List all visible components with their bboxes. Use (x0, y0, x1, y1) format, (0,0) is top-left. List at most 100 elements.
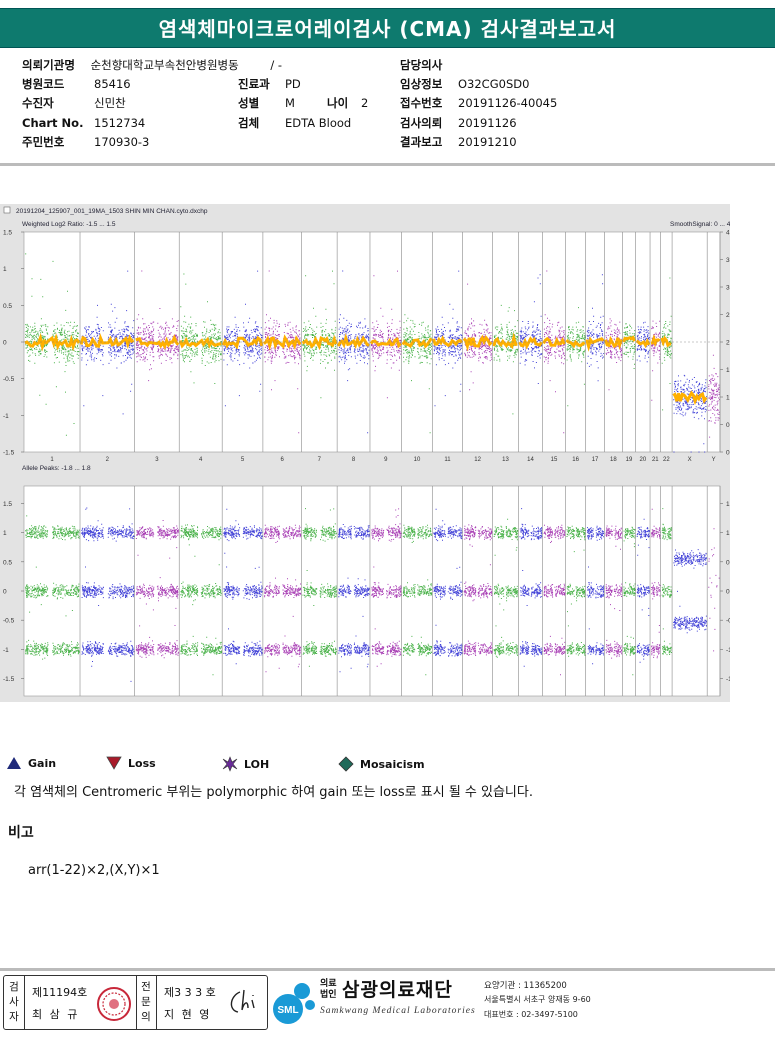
allele-peaks-chr-12 (463, 524, 493, 656)
allele-peaks-chr-Y (708, 528, 720, 652)
smooth-signal-chr-5 (221, 335, 264, 350)
allele-peaks-chr-17 (586, 525, 605, 665)
smooth-signal-chr-11 (431, 335, 463, 348)
allele-peaks-chr-19 (623, 526, 636, 676)
chromosome-label: 17 (592, 457, 599, 463)
allele-peaks-chr-2 (81, 507, 135, 682)
chromosome-label: Y (712, 457, 716, 463)
bottom-right-tick-label: 1 (726, 530, 730, 537)
allele-peaks-chr-5 (223, 508, 263, 665)
report-title: 염색체마이크로어레이검사 (CMA) 검사결과보고서 (0, 8, 775, 48)
chromosome-label: 20 (639, 457, 646, 463)
allele-peaks-chr-6 (264, 524, 302, 673)
top-panel-title: Weighted Log2 Ratio: -1.5 ... 1.5 (22, 221, 116, 228)
resident-no-row: 주민번호 170930-3 (22, 135, 150, 149)
top-left-tick-label: 0.5 (3, 303, 12, 310)
allele-peaks-chr-13 (493, 518, 519, 658)
patient-row: 수진자 신민찬 (22, 96, 126, 110)
specialist-name: 지 현 영 (164, 1008, 212, 1021)
smooth-signal-chr-17 (585, 336, 605, 352)
doctor-row: 담당의사 (400, 58, 443, 72)
top-right-tick-label: 3 (726, 285, 730, 292)
sml-logo-icon: SML (273, 983, 315, 1024)
header-divider (0, 163, 775, 166)
top-left-tick-label: -1 (3, 413, 9, 420)
top-right-tick-label: 1.5 (726, 367, 730, 374)
bottom-right-tick-label: 0.5 (726, 559, 730, 566)
department-row: 진료과 PD (238, 77, 301, 91)
top-right-tick-label: 3.5 (726, 257, 730, 264)
top-left-tick-label: -1.5 (3, 450, 15, 457)
org-english-name: Samkwang Medical Laboratories (320, 1006, 476, 1016)
diamond-icon (338, 756, 354, 772)
top-right-tick-label: 2 (726, 340, 730, 347)
smooth-signal-chr-3 (135, 334, 180, 350)
smooth-signal-chr-9 (369, 337, 402, 349)
centromere-note: 각 염색체의 Centromeric 부위는 polymorphic 하여 ga… (14, 785, 533, 800)
smooth-signal-chr-13 (492, 332, 518, 349)
log2-ratio-points-chr-15 (543, 270, 565, 434)
top-left-tick-label: 0 (3, 340, 7, 347)
top-left-tick-label: 1 (3, 266, 7, 273)
chromosome-label: 7 (318, 457, 322, 463)
chromosome-label: 16 (572, 457, 579, 463)
smooth-signal-chr-15 (542, 336, 566, 347)
bottom-right-tick-label: -1 (726, 647, 730, 654)
allele-peaks-chr-4 (180, 524, 223, 676)
legend-item-gain: Gain (6, 756, 56, 770)
chromosome-label: 3 (155, 457, 159, 463)
allele-peaks-chr-11 (433, 508, 463, 657)
bottom-left-tick-label: 1 (3, 530, 7, 537)
smooth-signal-chr-1 (24, 332, 81, 352)
top-left-tick-label: -0.5 (3, 376, 15, 383)
receipt-no-row: 접수번호 20191126-40045 (400, 96, 558, 110)
chromosome-label: 5 (241, 457, 245, 463)
chromosome-label: 6 (280, 457, 284, 463)
bottom-left-tick-label: -1 (3, 647, 9, 654)
hospital-code-row: 병원코드 85416 (22, 77, 131, 91)
org-name: 삼광의료재단 (342, 979, 453, 1001)
top-right-tick-label: 4 (726, 230, 730, 237)
org-code: 요양기관 : 11365200 (484, 981, 567, 991)
allele-peaks-chr-20 (636, 518, 650, 663)
bottom-right-tick-label: -0.5 (726, 618, 730, 625)
allele-peaks-chr-7 (302, 508, 338, 667)
request-date-row: 검사의뢰 20191126 (400, 116, 517, 130)
allele-peaks-chr-15 (543, 524, 566, 676)
org-address: 서울특별시 서초구 양재동 9-60 (484, 995, 591, 1004)
svg-text:SML: SML (277, 1005, 298, 1016)
allele-peaks-chr-9 (371, 508, 402, 667)
smooth-signal-chr-10 (401, 337, 433, 349)
top-panel-right-title: SmoothSignal: 0 ... 4 (670, 221, 730, 228)
smooth-signal-chr-19 (622, 335, 636, 343)
legend-item-mosaicism: Mosaicism (338, 756, 425, 772)
specimen-row: 검체 EDTA Blood (238, 116, 352, 130)
report-date-row: 결과보고 20191210 (400, 135, 517, 149)
legend-item-loh: LOH (222, 756, 269, 772)
tester-name: 최 삼 규 (32, 1008, 80, 1021)
bottom-left-tick-label: -0.5 (3, 618, 15, 625)
top-right-tick-label: 0.5 (726, 422, 730, 429)
smooth-signal-chr-2 (79, 333, 135, 349)
chromosome-label: 9 (384, 457, 388, 463)
clinical-info-row: 임상정보 O32CG0SD0 (400, 77, 530, 91)
smooth-signal-chr-22 (660, 335, 672, 348)
smooth-signal-chr-4 (178, 336, 222, 349)
allele-peaks-chr-X (673, 549, 708, 634)
smooth-signal-chr-14 (518, 336, 543, 350)
cma-chart: 20191204_125907_001_19MA_1503 SHIN MIN C… (0, 204, 738, 702)
chromosome-label: 11 (444, 457, 451, 463)
chromosome-label: 22 (663, 457, 670, 463)
allele-peaks-chr-8 (338, 524, 370, 673)
smooth-signal-chr-21 (650, 334, 661, 348)
tester-license: 제11194호 (32, 986, 88, 999)
allele-peaks-chr-10 (402, 524, 433, 676)
bottom-right-tick-label: 0 (726, 589, 730, 596)
smooth-signal-chr-X (672, 390, 708, 406)
org-phone: 대표번호 : 02-3497-5100 (484, 1010, 578, 1019)
allele-peaks-chr-3 (135, 520, 180, 659)
bottom-panel-title: Allele Peaks: -1.8 ... 1.8 (22, 465, 91, 472)
chromosome-label: 14 (527, 457, 534, 463)
